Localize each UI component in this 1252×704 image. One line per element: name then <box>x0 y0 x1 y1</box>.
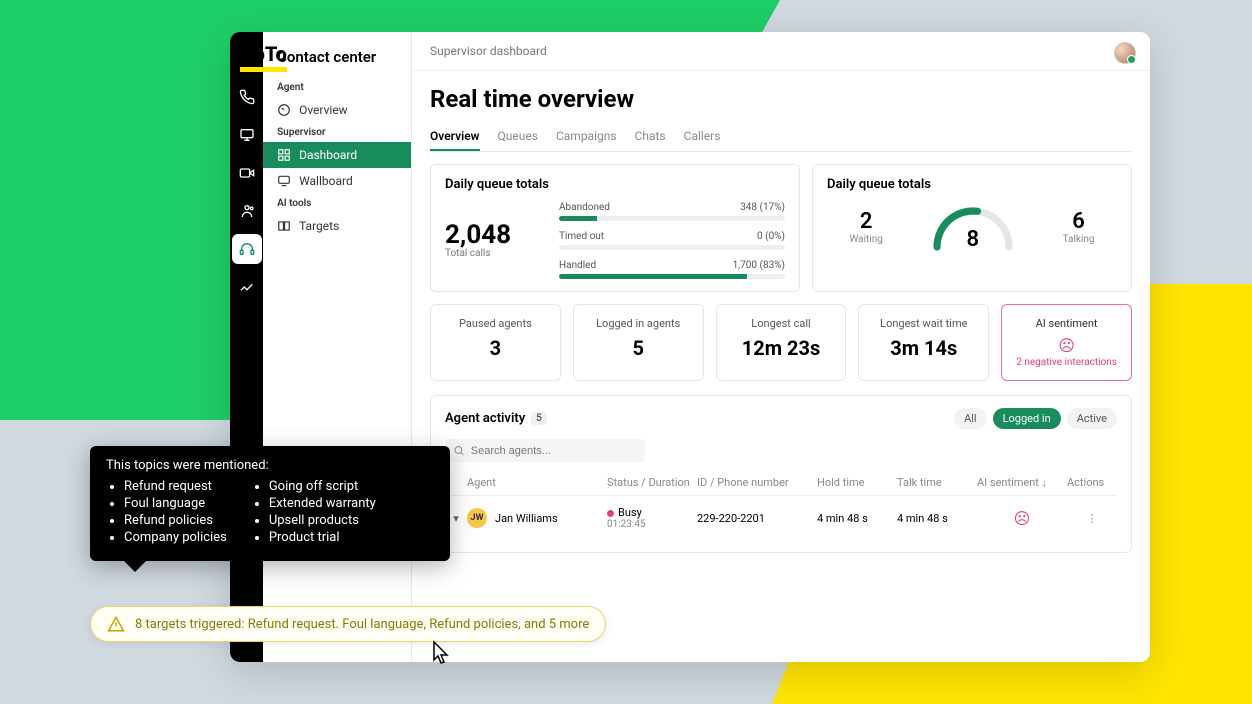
topic-item: Refund request <box>124 479 227 494</box>
sidebar: Contact center Agent Overview Supervisor… <box>263 32 412 662</box>
tile-longest-wait-time[interactable]: Longest wait time3m 14s <box>858 304 989 381</box>
agent-cell[interactable]: JW Jan Williams <box>467 508 607 528</box>
bar-abandoned: Abandoned348 (17%) <box>559 202 785 221</box>
filter-active[interactable]: Active <box>1067 408 1117 429</box>
bar-timed-out: Timed out0 (0%) <box>559 231 785 250</box>
sidebar-item-label: Overview <box>299 103 348 117</box>
targets-alert-chip[interactable]: 8 targets triggered: Refund request. Fou… <box>90 606 606 642</box>
rail-analytics-icon[interactable] <box>232 272 262 302</box>
topics-tooltip: This topics were mentioned: Refund reque… <box>90 446 450 561</box>
sentiment-icon: ☹ <box>977 509 1067 528</box>
gauge-title: Daily queue totals <box>827 177 1117 192</box>
rail-video-icon[interactable] <box>232 158 262 188</box>
activity-title: Agent activity <box>445 411 525 426</box>
brand-logo: GoTo <box>240 42 287 72</box>
col-talk[interactable]: Talk time <box>897 476 977 489</box>
total-calls-value: 2,048 <box>445 222 545 248</box>
search-icon <box>453 444 465 457</box>
queue-totals-title: Daily queue totals <box>445 177 785 192</box>
sidebar-item-dashboard[interactable]: Dashboard <box>263 142 411 168</box>
col-phone[interactable]: ID / Phone number <box>697 476 817 489</box>
talking-label: Talking <box>1063 234 1095 245</box>
talking-value: 6 <box>1063 209 1095 234</box>
card-queue-totals: Daily queue totals 2,048 Total calls Aba… <box>430 164 800 292</box>
row-actions-button[interactable]: ⋮ <box>1067 512 1117 525</box>
gauge-arc: 8 <box>928 202 1018 252</box>
topic-item: Company policies <box>124 530 227 545</box>
tabs: Overview Queues Campaigns Chats Callers <box>430 123 1132 152</box>
icon-rail <box>230 32 263 662</box>
hold-cell: 4 min 48 s <box>817 512 897 525</box>
sidebar-item-label: Wallboard <box>299 174 353 188</box>
waiting-value: 2 <box>849 209 882 234</box>
tab-chats[interactable]: Chats <box>635 123 666 151</box>
book-icon <box>277 219 291 233</box>
breadcrumb: Supervisor dashboard <box>412 32 1150 71</box>
monitor-icon <box>277 174 291 188</box>
rail-people-icon[interactable] <box>232 196 262 226</box>
sidebar-group-supervisor: Supervisor <box>263 123 411 142</box>
card-gauge: Daily queue totals 2 Waiting 8 <box>812 164 1132 292</box>
user-avatar[interactable] <box>1114 42 1136 64</box>
topic-item: Going off script <box>269 479 376 494</box>
app-window: GoTo Contact center Agent Overview Super… <box>230 32 1150 662</box>
agent-avatar: JW <box>467 508 487 528</box>
sort-icon: ↓ <box>1042 476 1048 489</box>
warning-icon <box>107 615 125 633</box>
tile-logged-in-agents[interactable]: Logged in agents5 <box>573 304 704 381</box>
alert-chip-text: 8 targets triggered: Refund request. Fou… <box>135 617 589 632</box>
sidebar-group-aitools: AI tools <box>263 194 411 213</box>
tooltip-title: This topics were mentioned: <box>106 458 434 473</box>
col-actions: Actions <box>1067 476 1117 489</box>
topic-item: Extended warranty <box>269 496 376 511</box>
tab-queues[interactable]: Queues <box>498 123 538 151</box>
sidebar-item-wallboard[interactable]: Wallboard <box>263 168 411 194</box>
rail-headset-icon[interactable] <box>232 234 262 264</box>
col-status[interactable]: Status / Duration <box>607 476 697 489</box>
tile-ai-sentiment[interactable]: AI sentiment☹2 negative interactions <box>1001 304 1132 381</box>
activity-count: 5 <box>531 412 547 425</box>
agent-name: Jan Williams <box>495 512 558 525</box>
waiting-label: Waiting <box>849 234 882 245</box>
main-area: Supervisor dashboard Real time overview … <box>412 32 1150 662</box>
sidebar-item-label: Dashboard <box>299 148 357 162</box>
filter-all[interactable]: All <box>954 408 987 429</box>
tab-overview[interactable]: Overview <box>430 123 480 151</box>
topic-item: Refund policies <box>124 513 227 528</box>
topic-item: Foul language <box>124 496 227 511</box>
filter-logged-in[interactable]: Logged in <box>993 408 1061 429</box>
card-agent-activity: Agent activity 5 All Logged in Active Agen… <box>430 395 1132 553</box>
topic-item: Upsell products <box>269 513 376 528</box>
sidebar-item-targets[interactable]: Targets <box>263 213 411 239</box>
tile-longest-call[interactable]: Longest call12m 23s <box>716 304 847 381</box>
dashboard-icon <box>277 148 291 162</box>
sidebar-item-overview[interactable]: Overview <box>263 97 411 123</box>
sidebar-group-agent: Agent <box>263 78 411 97</box>
col-hold[interactable]: Hold time <box>817 476 897 489</box>
bar-handled: Handled1,700 (83%) <box>559 260 785 279</box>
tab-callers[interactable]: Callers <box>684 123 721 151</box>
col-agent[interactable]: Agent <box>467 476 607 489</box>
topic-item: Product trial <box>269 530 376 545</box>
rail-phone-icon[interactable] <box>232 82 262 112</box>
page-title: Real time overview <box>430 85 1132 113</box>
gauge-icon <box>277 103 291 117</box>
search-agents[interactable] <box>445 439 645 462</box>
tab-campaigns[interactable]: Campaigns <box>556 123 617 151</box>
talk-cell: 4 min 48 s <box>897 512 977 525</box>
rail-monitor-icon[interactable] <box>232 120 262 150</box>
table-row: ▾ JW Jan Williams Busy01:23:45 229-220-2… <box>445 496 1117 540</box>
gauge-center-value: 8 <box>928 227 1018 252</box>
tile-paused-agents[interactable]: Paused agents3 <box>430 304 561 381</box>
status-cell: Busy01:23:45 <box>607 506 697 530</box>
sidebar-item-label: Targets <box>299 219 339 233</box>
phone-cell: 229-220-2201 <box>697 512 817 525</box>
col-sentiment[interactable]: AI sentiment ↓ <box>977 476 1067 489</box>
table-header: Agent Status / Duration ID / Phone numbe… <box>445 470 1117 496</box>
search-input[interactable] <box>471 445 637 457</box>
cursor-icon <box>428 640 452 673</box>
